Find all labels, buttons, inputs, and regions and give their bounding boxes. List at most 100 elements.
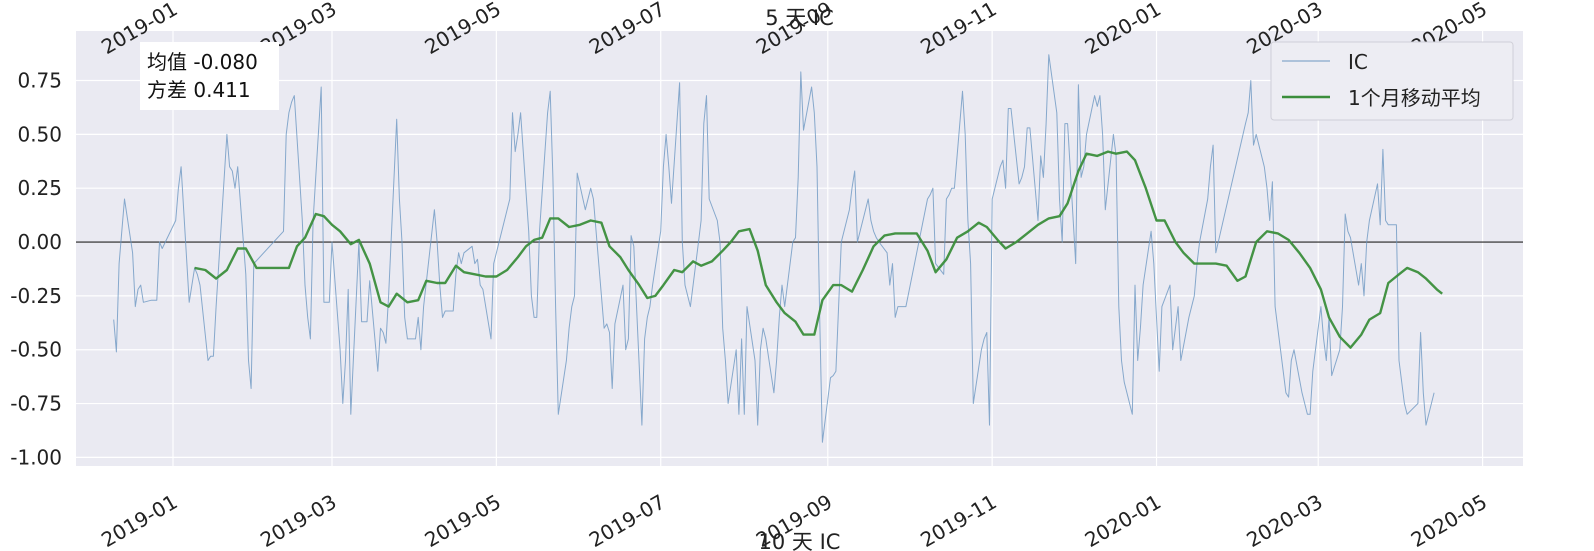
moving-average-point	[1266, 231, 1268, 233]
ic-point	[156, 299, 158, 301]
ic-point	[1142, 284, 1144, 286]
moving-average-point	[997, 239, 999, 241]
ic-point	[479, 284, 481, 286]
ic-point	[776, 360, 778, 362]
ic-point	[668, 166, 670, 168]
moving-average-point	[700, 265, 702, 267]
ic-line	[113, 54, 1435, 443]
ic-point	[951, 187, 953, 189]
moving-average-point	[1417, 271, 1419, 273]
ic-point	[838, 306, 840, 308]
ic-point	[1282, 370, 1284, 372]
ic-point	[1086, 134, 1088, 136]
ic-point	[153, 299, 155, 301]
ic-point	[323, 302, 325, 304]
ic-point	[946, 198, 948, 200]
ic-point	[954, 187, 956, 189]
ic-point	[1388, 224, 1390, 226]
ic-point	[1385, 220, 1387, 222]
ic-point	[458, 252, 460, 254]
grid	[76, 31, 1523, 466]
moving-average-point	[1175, 241, 1177, 243]
ic-point	[1342, 306, 1344, 308]
moving-average-point	[506, 269, 508, 271]
ic-point	[124, 198, 126, 200]
ic-point	[665, 134, 667, 136]
ic-point	[1285, 392, 1287, 394]
ic-point	[161, 248, 163, 250]
ic-point	[800, 71, 802, 73]
moving-average-point	[245, 248, 247, 250]
ic-point	[536, 317, 538, 319]
moving-average-point	[1115, 153, 1117, 155]
moving-average-point	[417, 299, 419, 301]
moving-average-point	[1309, 267, 1311, 269]
ic-point	[814, 112, 816, 114]
ic-point	[722, 327, 724, 329]
moving-average-point	[722, 250, 724, 252]
ic-point	[283, 231, 285, 233]
moving-average-point	[215, 278, 217, 280]
ic-point	[738, 414, 740, 416]
ic-point	[366, 321, 368, 323]
moving-average-point	[1425, 278, 1427, 280]
ic-point	[703, 123, 705, 125]
ic-point	[932, 187, 934, 189]
ic-point	[1123, 381, 1125, 383]
ic-point	[1191, 306, 1193, 308]
ic-point	[533, 317, 535, 319]
ic-point	[1010, 108, 1012, 110]
ic-point	[603, 327, 605, 329]
ic-point	[593, 198, 595, 200]
ic-point	[576, 172, 578, 174]
ic-point	[1102, 134, 1104, 136]
ic-point	[1309, 414, 1311, 416]
ic-point	[797, 177, 799, 179]
moving-average-point	[1156, 220, 1158, 222]
ic-point	[1288, 396, 1290, 398]
ic-point	[889, 284, 891, 286]
ic-point	[455, 274, 457, 276]
moving-average-point	[757, 250, 759, 252]
ic-point	[509, 198, 511, 200]
ic-point	[606, 323, 608, 325]
ic-point	[232, 170, 234, 172]
moving-average-point	[1078, 170, 1080, 172]
moving-average-point	[986, 226, 988, 228]
ic-point	[765, 338, 767, 340]
ic-point	[1250, 80, 1252, 82]
ic-point	[698, 241, 700, 243]
y-tick-label: 0.00	[17, 230, 62, 254]
ic-point	[652, 284, 654, 286]
ic-point	[512, 112, 514, 114]
ic-point	[1331, 375, 1333, 377]
ic-point	[835, 370, 837, 372]
ic-point	[345, 360, 347, 362]
ic-point	[1175, 327, 1177, 329]
ic-point	[1401, 381, 1403, 383]
moving-average-point	[474, 274, 476, 276]
moving-average-point	[1086, 153, 1088, 155]
moving-average-point	[1388, 282, 1390, 284]
ic-point	[684, 284, 686, 286]
ic-point	[401, 241, 403, 243]
ic-point	[832, 375, 834, 377]
ic-point	[1344, 213, 1346, 215]
ic-point	[1132, 414, 1134, 416]
ic-point	[792, 241, 794, 243]
ic-point	[935, 263, 937, 265]
ic-point	[1377, 183, 1379, 185]
ic-point	[226, 134, 228, 136]
moving-average-point	[267, 267, 269, 269]
moving-average-point	[765, 284, 767, 286]
moving-average-point	[436, 282, 438, 284]
ic-point	[983, 338, 985, 340]
ic-point	[1005, 187, 1007, 189]
ic-point	[690, 306, 692, 308]
ic-point	[1307, 414, 1309, 416]
stats-annotation-box	[140, 42, 279, 110]
moving-average-point	[1237, 280, 1239, 282]
y-tick-label: 0.50	[17, 122, 62, 146]
ic-point	[687, 295, 689, 297]
ic-point	[1417, 403, 1419, 405]
